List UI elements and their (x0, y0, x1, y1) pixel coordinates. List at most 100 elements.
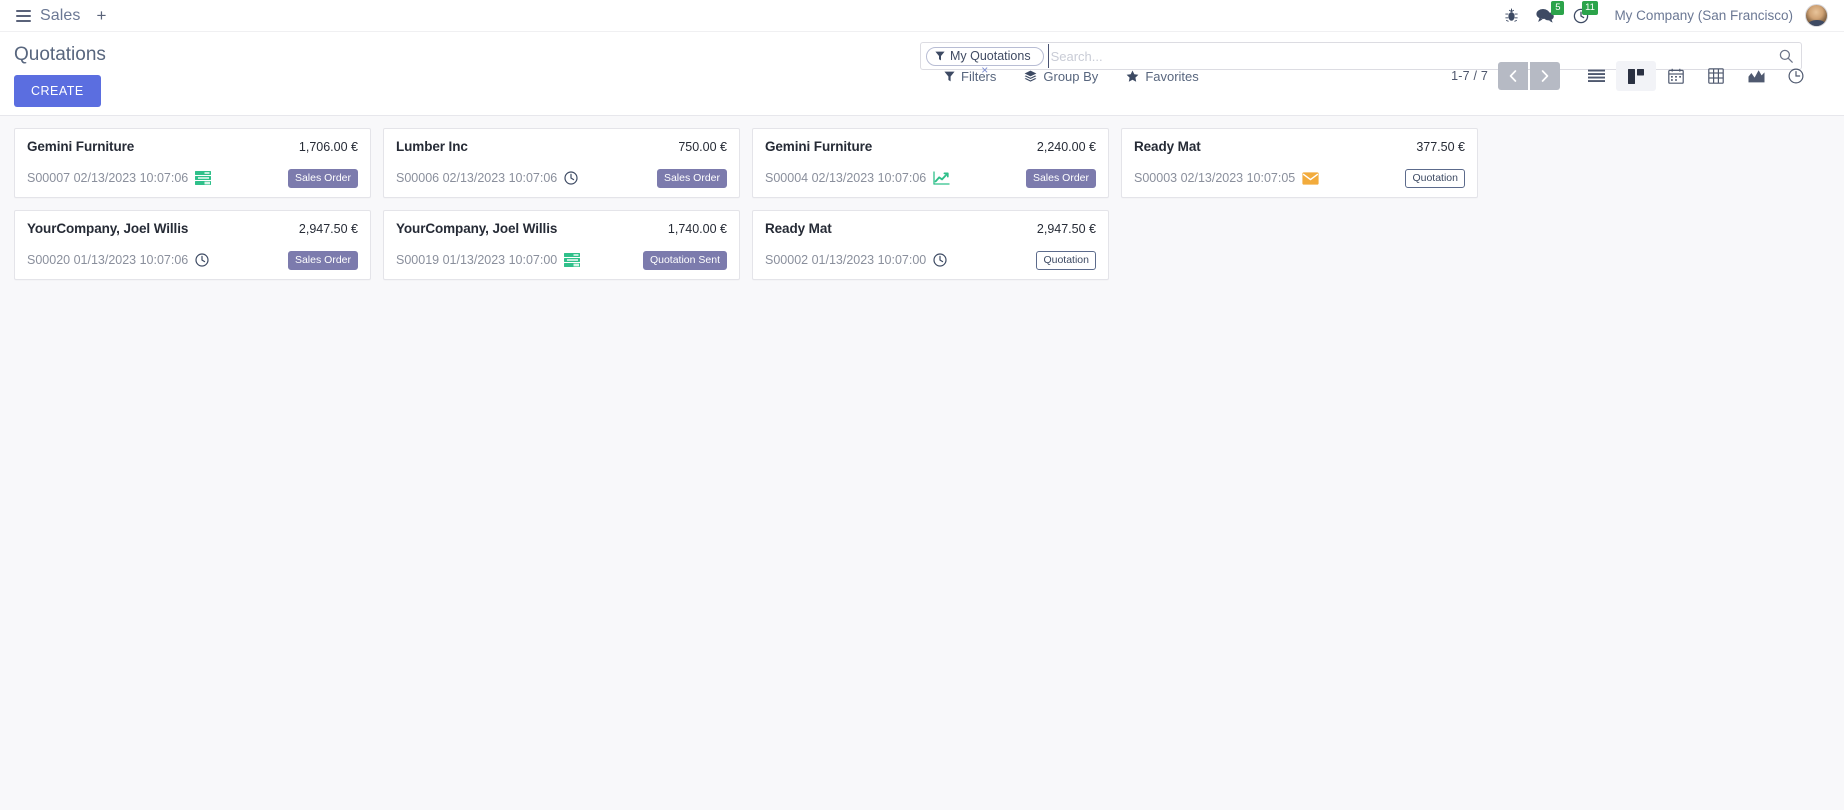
pager-value: 1-7 / 7 (1451, 69, 1488, 83)
messages-icon[interactable]: 5 (1527, 0, 1565, 32)
view-switcher (1576, 61, 1816, 91)
navbar-left: Sales + (10, 3, 116, 29)
partner-name: Gemini Furniture (765, 139, 873, 154)
kanban-card-header: Lumber Inc 750.00 € (396, 139, 727, 154)
navbar-right: 5 11 My Company (San Francisco) (1496, 0, 1830, 32)
company-switcher[interactable]: My Company (San Francisco) (1614, 8, 1793, 23)
create-button[interactable]: CREATE (14, 75, 101, 107)
kanban-card-meta: S00007 02/13/2023 10:07:06 (27, 171, 212, 186)
favorites-dropdown-toggle[interactable]: Favorites (1112, 63, 1212, 90)
control-panel: Quotations CREATE My Quotations × (0, 32, 1844, 116)
search-facet-label: My Quotations (950, 49, 1031, 63)
amount-total: 2,947.50 € (298, 222, 358, 236)
kanban-card-footer: S00007 02/13/2023 10:07:06 Sales Order (27, 168, 358, 188)
list-view-button[interactable] (1576, 61, 1616, 91)
activity-todo-icon[interactable] (195, 171, 212, 186)
filters-dropdown-toggle[interactable]: Filters (930, 63, 1010, 90)
kanban-card[interactable]: Ready Mat 2,947.50 € S00002 01/13/2023 1… (752, 210, 1109, 280)
amount-total: 750.00 € (678, 140, 727, 154)
kanban-card-header: Gemini Furniture 2,240.00 € (765, 139, 1096, 154)
kanban-view: Gemini Furniture 1,706.00 € S00007 02/13… (0, 116, 1844, 810)
layers-icon (1024, 70, 1037, 83)
kanban-card-meta: S00019 01/13/2023 10:07:00 (396, 253, 581, 268)
page-title: Quotations (14, 44, 106, 65)
activity-todo-icon[interactable] (564, 253, 581, 268)
record-reference: S00004 02/13/2023 10:07:06 (765, 171, 927, 186)
kanban-card-footer: S00003 02/13/2023 10:07:05 Quotation (1134, 168, 1465, 188)
status-badge: Quotation (1036, 250, 1096, 270)
app-name-sales[interactable]: Sales (40, 6, 81, 24)
search-facet-my-quotations[interactable]: My Quotations × (926, 46, 1044, 76)
kanban-card[interactable]: Gemini Furniture 1,706.00 € S00007 02/13… (14, 128, 371, 198)
control-panel-top: Quotations (14, 32, 1830, 68)
control-panel-actions: CREATE (14, 68, 1830, 107)
record-reference: S00020 01/13/2023 10:07:06 (27, 253, 189, 268)
hamburger-menu-icon[interactable] (10, 3, 36, 29)
partner-name: Ready Mat (1134, 139, 1201, 154)
status-badge: Sales Order (1025, 168, 1096, 188)
record-reference: S00007 02/13/2023 10:07:06 (27, 171, 189, 186)
amount-total: 377.50 € (1416, 140, 1465, 154)
kanban-card-header: YourCompany, Joel Willis 1,740.00 € (396, 221, 727, 236)
filters-label: Filters (961, 68, 997, 84)
kanban-view-button[interactable] (1616, 61, 1656, 91)
bug-icon[interactable] (1496, 0, 1527, 32)
status-badge: Sales Order (287, 168, 358, 188)
new-tab-button[interactable]: + (96, 6, 107, 25)
activity-email-icon[interactable] (1302, 172, 1319, 185)
kanban-card-meta: S00006 02/13/2023 10:07:06 (396, 171, 578, 185)
kanban-card[interactable]: YourCompany, Joel Willis 2,947.50 € S000… (14, 210, 371, 280)
amount-total: 1,740.00 € (667, 222, 727, 236)
status-badge: Quotation Sent (642, 250, 727, 270)
status-badge: Sales Order (287, 250, 358, 270)
amount-total: 2,947.50 € (1036, 222, 1096, 236)
kanban-card-header: Ready Mat 377.50 € (1134, 139, 1465, 154)
activity-view-button[interactable] (1776, 61, 1816, 91)
activities-clock-icon[interactable]: 11 (1564, 0, 1599, 32)
kanban-card[interactable]: Lumber Inc 750.00 € S00006 02/13/2023 10… (383, 128, 740, 198)
activities-badge-count: 11 (1581, 0, 1599, 15)
star-icon (1126, 70, 1139, 83)
pager-next-button[interactable] (1530, 62, 1560, 90)
graph-view-button[interactable] (1736, 61, 1776, 91)
avatar[interactable] (1805, 4, 1828, 27)
pager-previous-button[interactable] (1498, 62, 1528, 90)
record-reference: S00003 02/13/2023 10:07:05 (1134, 171, 1296, 186)
kanban-card-meta: S00020 01/13/2023 10:07:06 (27, 253, 209, 267)
partner-name: YourCompany, Joel Willis (27, 221, 189, 236)
filter-icon (944, 71, 955, 82)
status-badge: Sales Order (656, 168, 727, 188)
search-facet-remove-icon[interactable]: × (981, 62, 989, 77)
kanban-card-meta: S00003 02/13/2023 10:07:05 (1134, 171, 1319, 185)
groupby-dropdown-toggle[interactable]: Group By (1010, 63, 1112, 90)
top-navbar: Sales + 5 (0, 0, 1844, 32)
activity-clock-icon[interactable] (564, 171, 578, 185)
kanban-card-footer: S00020 01/13/2023 10:07:06 Sales Order (27, 250, 358, 270)
kanban-card[interactable]: YourCompany, Joel Willis 1,740.00 € S000… (383, 210, 740, 280)
search-icon[interactable] (1773, 49, 1795, 63)
control-panel-right: 1-7 / 7 (1451, 61, 1816, 91)
filter-icon (935, 51, 945, 61)
pivot-view-button[interactable] (1696, 61, 1736, 91)
kanban-card[interactable]: Ready Mat 377.50 € S00003 02/13/2023 10:… (1121, 128, 1478, 198)
partner-name: Lumber Inc (396, 139, 468, 154)
activity-clock-icon[interactable] (933, 253, 947, 267)
kanban-card-meta: S00004 02/13/2023 10:07:06 (765, 171, 950, 185)
kanban-card-header: Gemini Furniture 1,706.00 € (27, 139, 358, 154)
kanban-card-footer: S00004 02/13/2023 10:07:06 Sales Order (765, 168, 1096, 188)
record-reference: S00002 01/13/2023 10:07:00 (765, 253, 927, 268)
kanban-card-footer: S00002 01/13/2023 10:07:00 Quotation (765, 250, 1096, 270)
kanban-card-meta: S00002 01/13/2023 10:07:00 (765, 253, 947, 267)
amount-total: 1,706.00 € (298, 140, 358, 154)
status-badge: Quotation (1405, 168, 1465, 188)
amount-total: 2,240.00 € (1036, 140, 1096, 154)
groupby-label: Group By (1043, 68, 1099, 84)
activity-clock-icon[interactable] (195, 253, 209, 267)
search-dropdown-toggles: Filters Group By Favor (930, 63, 1213, 90)
favorites-label: Favorites (1145, 68, 1199, 84)
record-reference: S00019 01/13/2023 10:07:00 (396, 253, 558, 268)
calendar-view-button[interactable] (1656, 61, 1696, 91)
kanban-card[interactable]: Gemini Furniture 2,240.00 € S00004 02/13… (752, 128, 1109, 198)
messages-badge-count: 5 (1551, 0, 1565, 15)
activity-chart-icon[interactable] (933, 171, 950, 185)
